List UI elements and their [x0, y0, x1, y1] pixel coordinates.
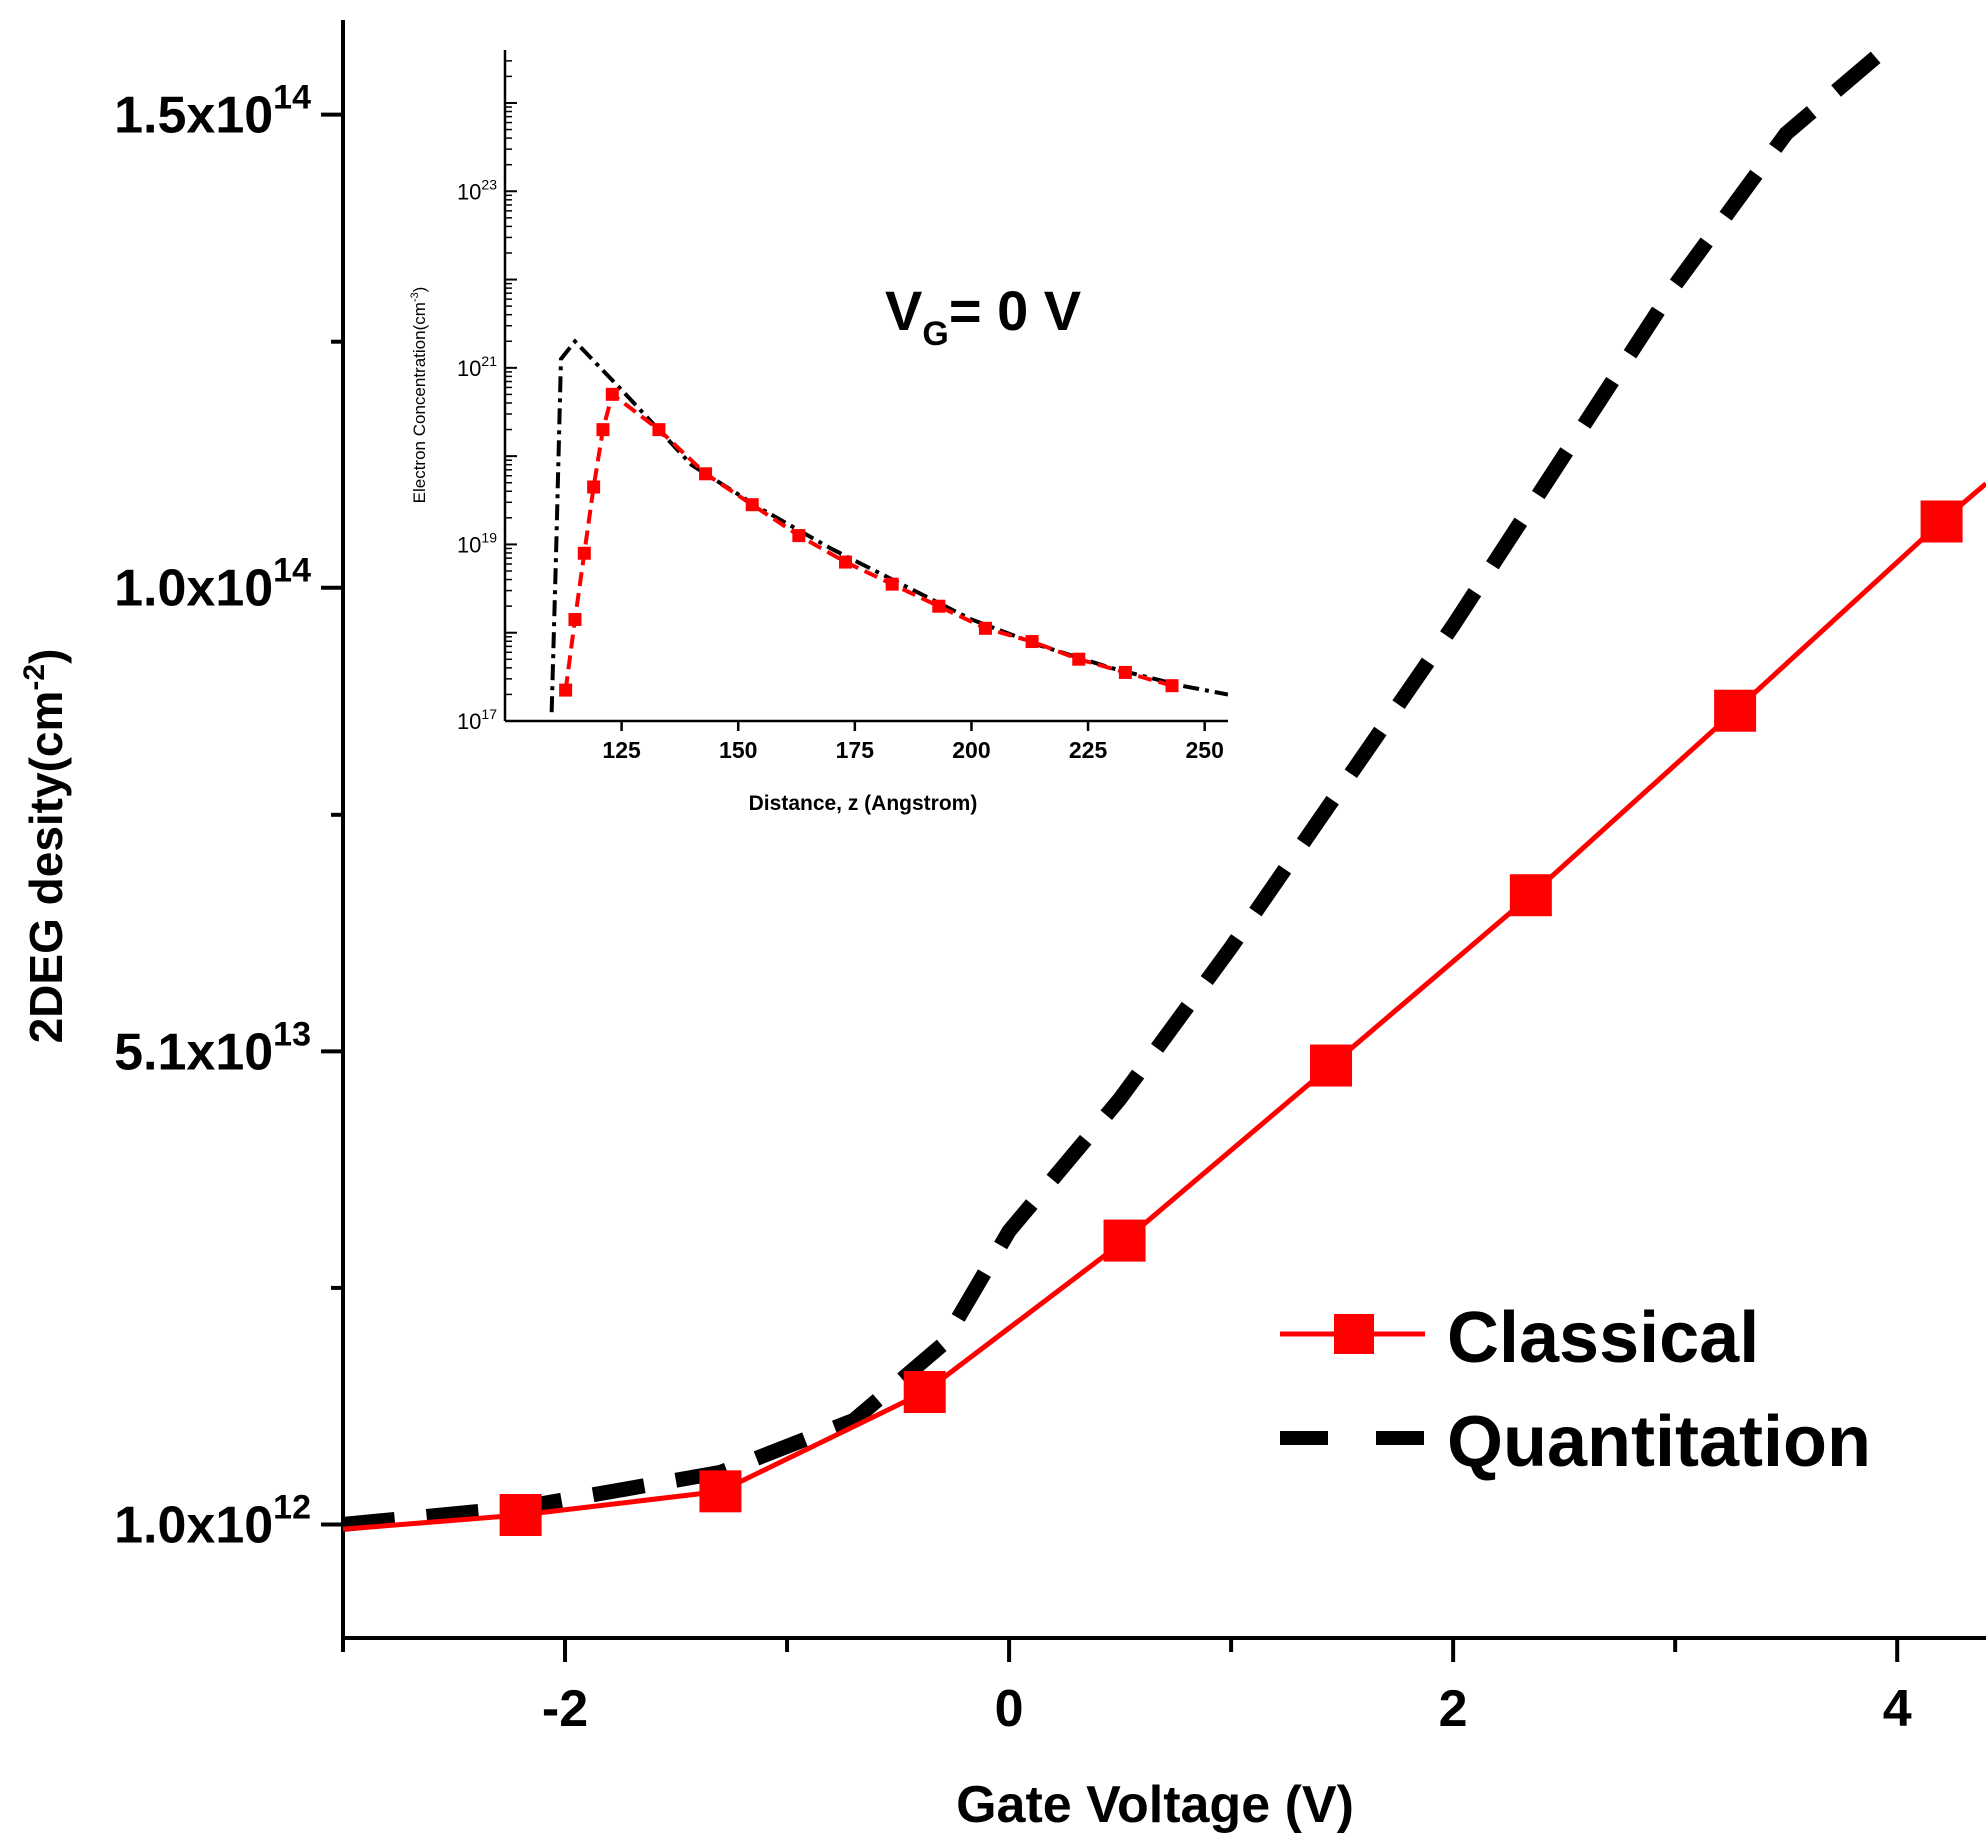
inset-data-point-classical: [559, 683, 573, 697]
inset-y-tick-label: 1023: [457, 176, 497, 204]
inset-data-point-classical: [839, 555, 853, 569]
inset-data-point-classical: [587, 480, 601, 494]
y-tick-label: 5.1x1013: [114, 1015, 311, 1081]
inset-y-tick-label: 1021: [457, 353, 497, 381]
data-point-classical: [1714, 689, 1757, 732]
data-point-classical: [1103, 1219, 1146, 1262]
inset-annotation-main: V: [885, 279, 922, 342]
inset-annotation-sub: G: [922, 315, 948, 353]
inset-x-axis-title: Distance, z (Angstrom): [749, 792, 978, 815]
inset-y-axis-title-main: Electron Concentration(cm: [410, 302, 429, 503]
inset-data-point-classical: [792, 529, 806, 543]
inset-x-tick-label: 125: [602, 737, 641, 763]
inset-annotation: VG= 0 V: [885, 279, 1081, 353]
y-tick-label: 1.0x1014: [114, 552, 311, 618]
inset-data-point-classical: [932, 599, 946, 613]
inset-x-tick-label: 150: [719, 737, 757, 763]
y-axis-title: 2DEG desity(cm-2): [18, 649, 72, 1044]
inset-data-point-classical: [596, 423, 610, 437]
y-axis-title-exp: -2: [18, 664, 51, 691]
x-axis-title: Gate Voltage (V): [956, 1776, 1354, 1834]
x-tick-label: -2: [542, 1680, 588, 1738]
inset-x-tick-label: 200: [952, 737, 990, 763]
data-point-classical: [1920, 500, 1963, 543]
inset-y-axis-title: Electron Concentration(cm-3): [409, 287, 429, 504]
inset-y-axis-title-close: ): [410, 287, 429, 293]
inset-data-point-classical: [1118, 665, 1132, 679]
inset-data-point-classical: [978, 621, 992, 635]
data-point-classical: [903, 1370, 946, 1413]
x-tick-label: 4: [1883, 1680, 1912, 1738]
x-tick-label: 0: [995, 1680, 1024, 1738]
x-tick-label: 2: [1439, 1680, 1468, 1738]
inset-y-tick-label: 1017: [457, 706, 497, 734]
y-axis-title-main: 2DEG desity(cm: [20, 691, 72, 1044]
data-point-classical: [499, 1493, 542, 1536]
y-axis-title-close: ): [20, 649, 72, 664]
inset-x-tick-label: 250: [1185, 737, 1223, 763]
data-point-classical: [1310, 1044, 1353, 1087]
y-tick-label: 1.5x1014: [114, 79, 311, 145]
inset-y-axis-title-exp: -3: [409, 292, 421, 302]
data-point-classical: [699, 1470, 742, 1513]
legend-quantitation-label: Quantitation: [1447, 1402, 1871, 1482]
inset-y-tick-label: 1019: [457, 529, 497, 557]
inset-data-point-classical: [568, 612, 582, 626]
inset-annotation-rest: = 0 V: [949, 279, 1081, 342]
inset-data-point-classical: [577, 546, 591, 560]
data-point-classical: [1509, 874, 1552, 917]
inset-axes: 125 150 175 200 225 250 1017 1019 1021 1023: [457, 50, 1228, 763]
inset-data-point-classical: [1165, 679, 1179, 693]
legend: Classical Quantitation: [1280, 1298, 1871, 1482]
legend-classical-marker: [1334, 1314, 1374, 1354]
legend-classical-label: Classical: [1447, 1298, 1759, 1378]
series-line-quantitation: [343, 33, 1903, 1532]
inset-plot-area: [549, 338, 1228, 713]
y-tick-label: 1.0x1012: [114, 1488, 311, 1554]
series-line-classical: [343, 481, 1986, 1532]
inset-data-point-classical: [605, 387, 619, 401]
inset-series: [549, 338, 1228, 713]
main-axes: -2 0 2 4 1.0x1012 5.1x1013 1.0x1014 1.5x1014: [114, 20, 1986, 1738]
main-series: [343, 33, 1986, 1536]
inset-series-line-classical: [563, 390, 1173, 691]
inset-data-point-classical: [1025, 635, 1039, 649]
inset-x-tick-label: 175: [836, 737, 875, 763]
inset-x-tick-label: 225: [1069, 737, 1108, 763]
inset-data-point-classical: [745, 498, 759, 512]
inset-data-point-classical: [1072, 652, 1086, 666]
main-plot-area: [343, 33, 1986, 1536]
inset-data-point-classical: [885, 577, 899, 591]
inset-data-point-classical: [699, 467, 713, 481]
inset-data-point-classical: [652, 423, 666, 437]
